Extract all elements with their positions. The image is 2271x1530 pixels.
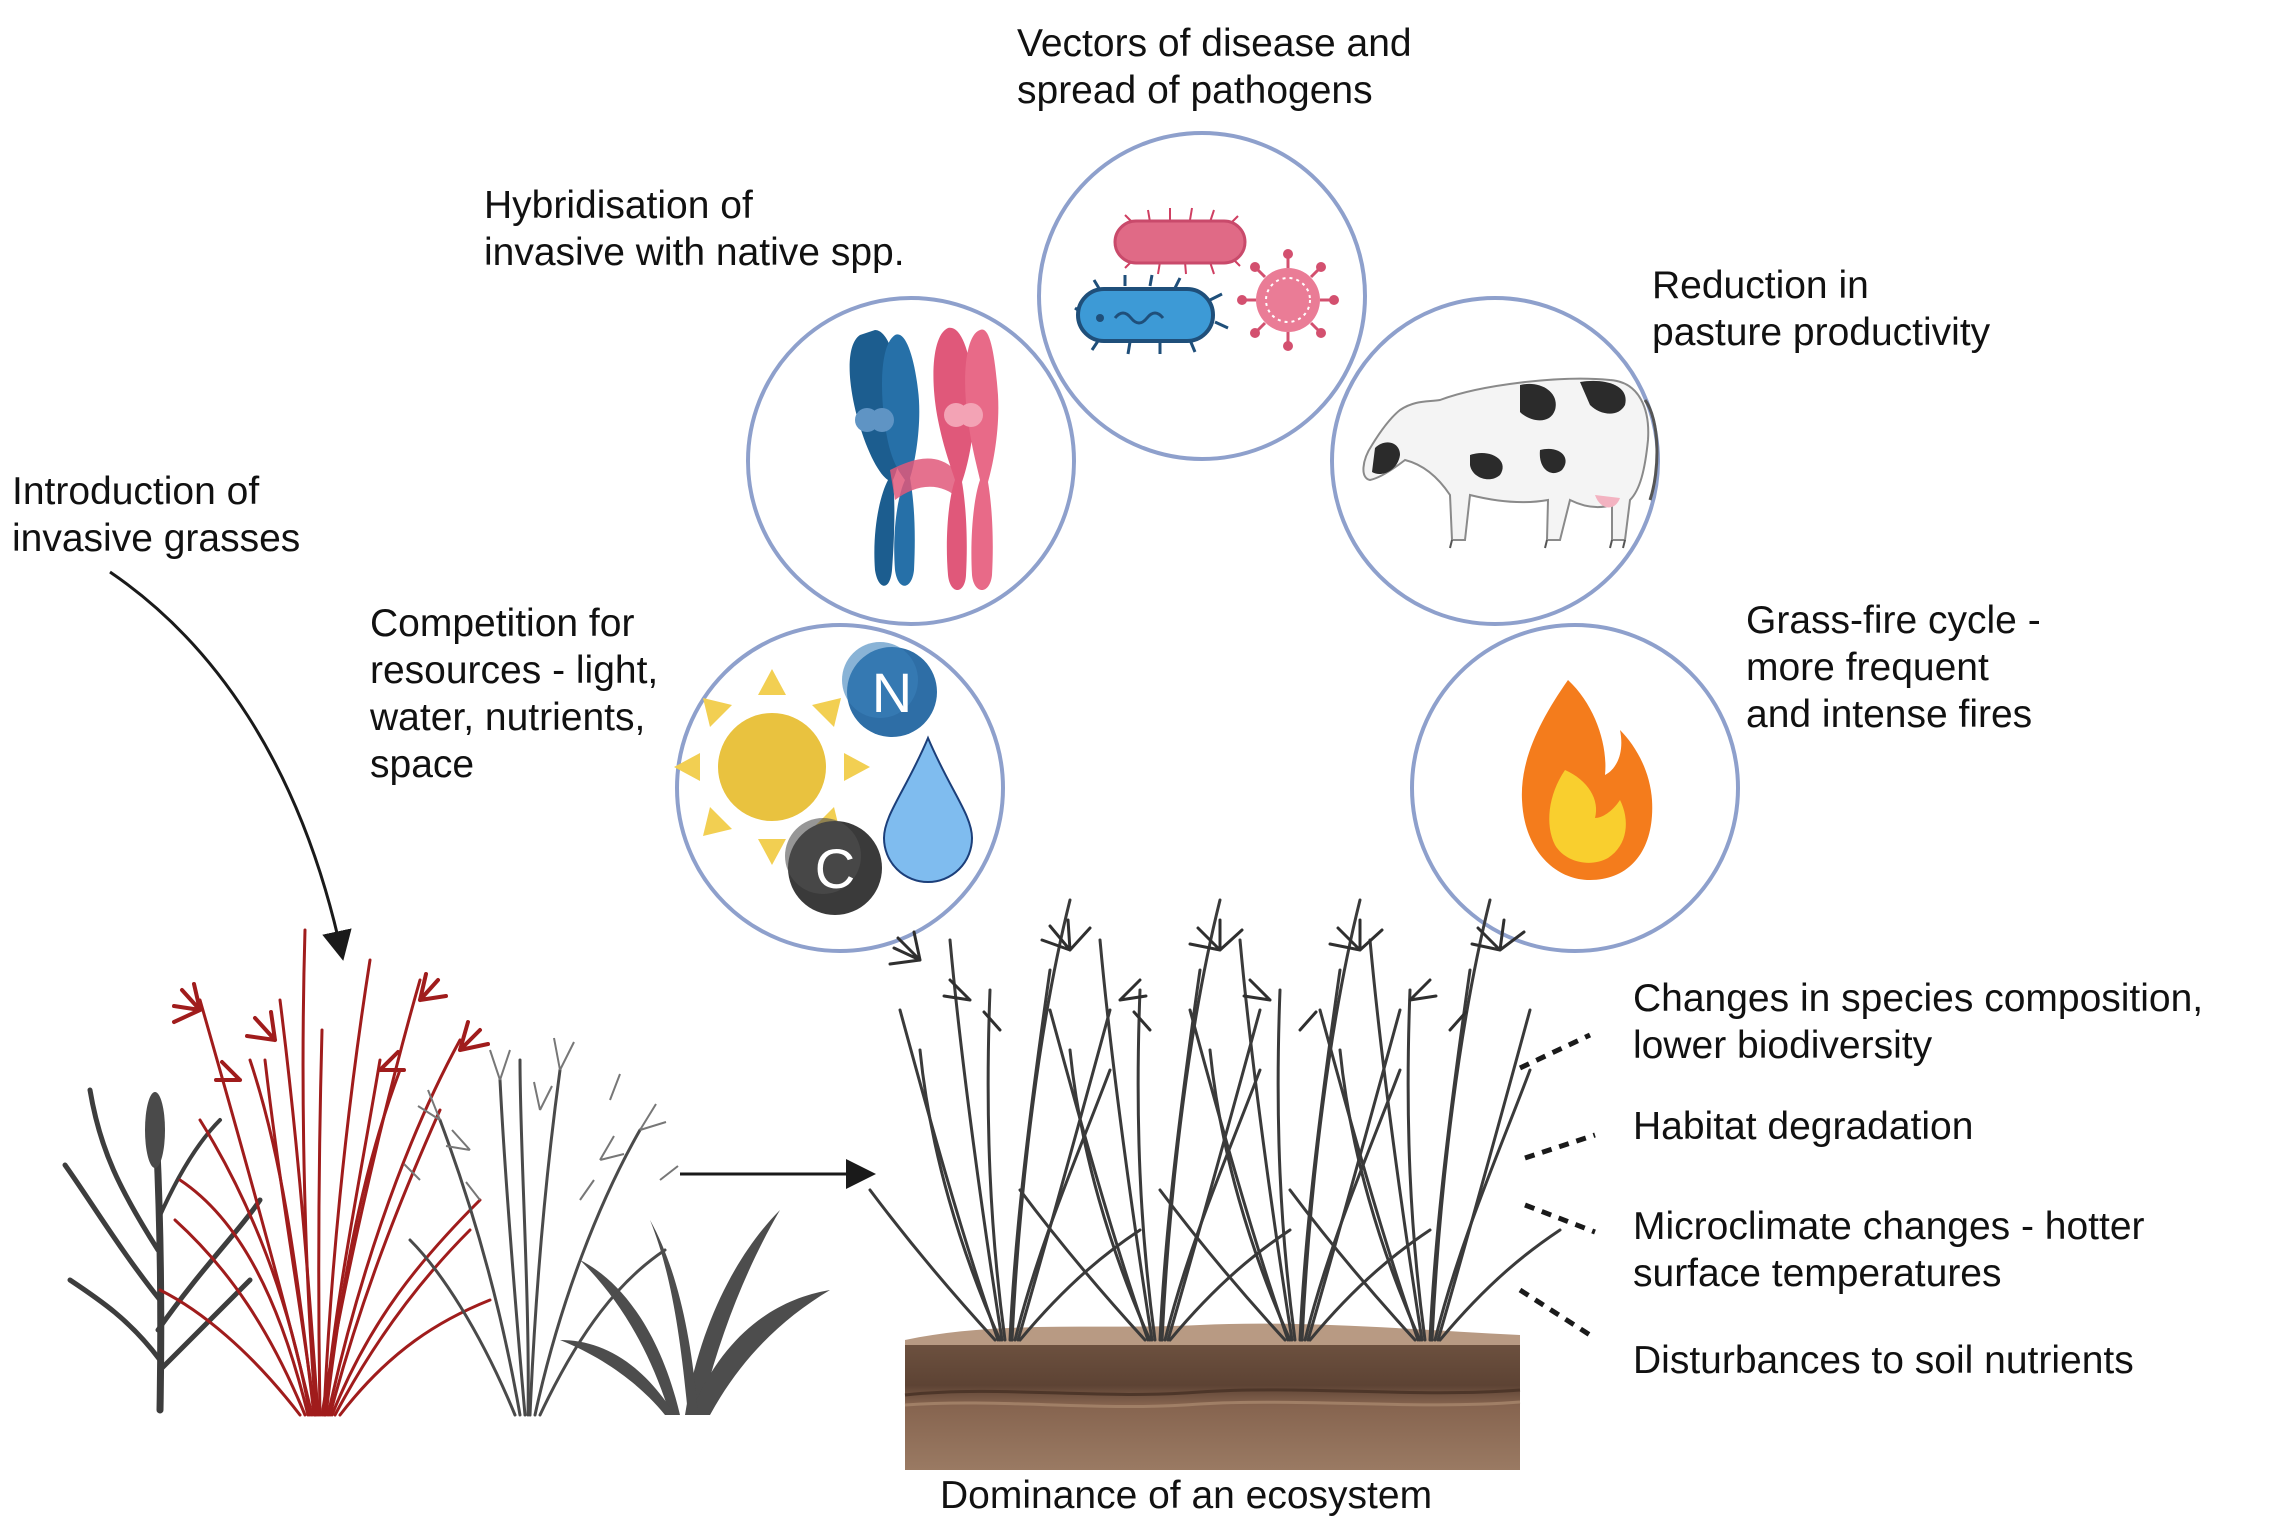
tussock-1: [868, 898, 1142, 1342]
virus-icon: [1237, 249, 1339, 351]
habitat-label: Habitat degradation: [1633, 1105, 1974, 1148]
water-drop-icon: [882, 735, 974, 883]
sun-icon: [674, 669, 870, 865]
feathery-grey-grass: [408, 1058, 667, 1417]
soil-label: Disturbances to soil nutrients: [1633, 1339, 2134, 1382]
species-label: Changes in species composition, lower bi…: [1633, 977, 2204, 1067]
hybridisation-label: Hybridisation of invasive with native sp…: [484, 184, 905, 274]
competition-label: Competition for resources - light, water…: [370, 602, 659, 786]
microclimate-label: Microclimate changes - hotter surface te…: [1633, 1205, 2145, 1295]
cow-icon: [1362, 377, 1659, 549]
bacteria-icon: [1113, 207, 1247, 275]
soil-block-icon: [904, 1323, 1521, 1470]
pasture-label: Reduction in pasture productivity: [1652, 264, 1991, 354]
carbon-icon: C: [785, 818, 882, 915]
grass-group-icon: [62, 928, 830, 1417]
nitrogen-letter: N: [872, 661, 912, 724]
chromosome-icon: [849, 327, 999, 590]
habitat-connector: [1524, 1132, 1596, 1161]
microclimate-connector: [1524, 1202, 1596, 1235]
introduction-arrow: [109, 570, 352, 961]
species-connector: [1518, 1032, 1592, 1071]
tussock-3: [1158, 898, 1432, 1342]
carbon-letter: C: [815, 837, 855, 900]
soil-connector: [1518, 1287, 1592, 1338]
tussock-seedheads: [888, 918, 1526, 1032]
bladed-dark-grass: [560, 1210, 830, 1415]
nitrogen-icon: N: [842, 642, 937, 737]
grey-panicles: [403, 1037, 679, 1201]
red-seedheads: [172, 972, 490, 1082]
introduction-label: Introduction of invasive grasses: [12, 470, 301, 560]
fire-label: Grass-fire cycle - more frequent and int…: [1746, 599, 2041, 736]
tussock-4: [1288, 898, 1562, 1342]
invasive-red-grass: [158, 928, 492, 1417]
tussock-grass-icon: [868, 898, 1562, 1342]
tussock-2: [1018, 898, 1292, 1342]
vectors-label: Vectors of disease and spread of pathoge…: [1017, 22, 1412, 112]
bacteria-blue-icon: [1074, 274, 1229, 355]
impact-connectors: [1518, 1032, 1596, 1338]
dominance-label: Dominance of an ecosystem: [940, 1474, 1433, 1517]
flame-icon: [1521, 680, 1653, 880]
